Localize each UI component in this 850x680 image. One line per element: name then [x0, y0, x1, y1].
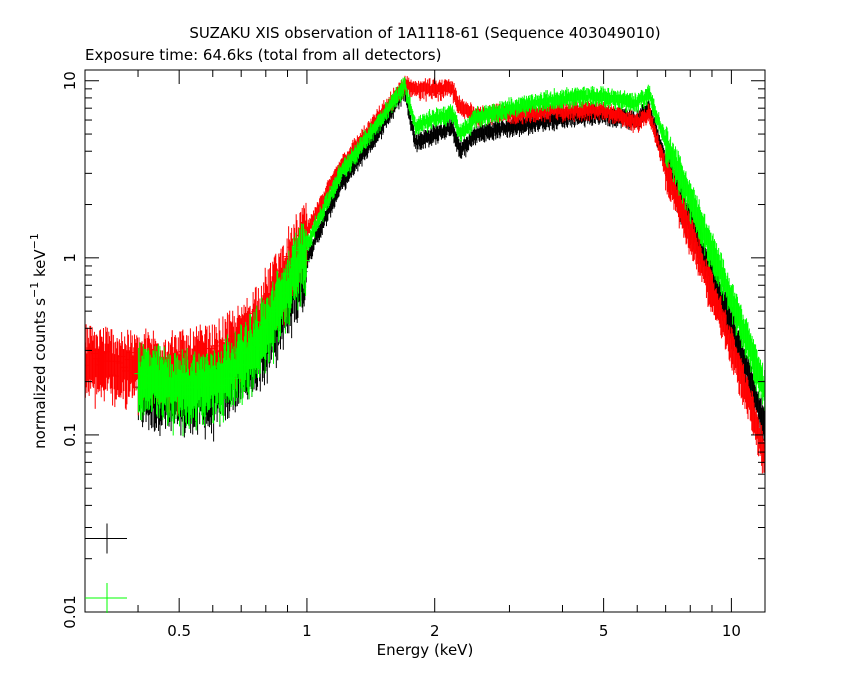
y-tick-label: 0.1 [61, 423, 79, 447]
x-tick-label: 2 [430, 622, 440, 640]
y-tick-label: 1 [61, 253, 79, 263]
x-tick-label: 5 [599, 622, 609, 640]
x-tick-labels: 0.5 1 2 5 10 [167, 622, 741, 640]
y-axis-label: normalized counts s−1 keV−1 [28, 233, 49, 449]
x-tick-label: 0.5 [167, 622, 191, 640]
x-tick-label: 10 [722, 622, 741, 640]
y-tick-label: 10 [61, 71, 79, 90]
legend-crosses [85, 523, 127, 613]
x-tick-label: 1 [302, 622, 312, 640]
chart-subtitle: Exposure time: 64.6ks (total from all de… [85, 46, 441, 64]
y-axis-label-mid: keV [31, 249, 49, 282]
chart-title: SUZAKU XIS observation of 1A1118-61 (Seq… [189, 24, 660, 42]
x-axis-label: Energy (keV) [377, 641, 474, 659]
plot-frame [84, 69, 766, 613]
y-axis-label-sup2: −1 [28, 233, 41, 249]
y-tick-label: 0.01 [61, 595, 79, 628]
y-axis-label-main: normalized counts s [31, 298, 49, 449]
y-tick-labels: 0.01 0.1 1 10 [61, 71, 79, 629]
plot-area [85, 75, 765, 474]
y-axis-label-sup1: −1 [28, 282, 41, 298]
axis-ticks [84, 70, 765, 613]
